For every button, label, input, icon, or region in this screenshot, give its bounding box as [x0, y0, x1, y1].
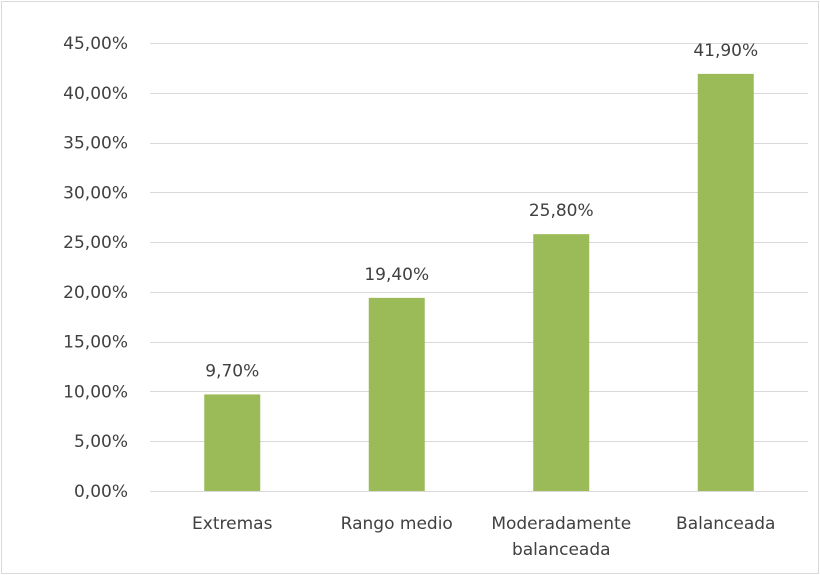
category-label: Extremas	[192, 514, 273, 534]
y-tick-label: 35,00%	[63, 134, 128, 154]
y-tick-label: 25,00%	[63, 233, 128, 253]
bar	[533, 234, 590, 491]
category-label-line: Extremas	[192, 514, 273, 534]
category-label-line: Rango medio	[341, 514, 453, 534]
data-label: 41,90%	[693, 41, 758, 61]
y-tick-label: 10,00%	[63, 382, 128, 402]
category-label-line: Balanceada	[676, 514, 775, 534]
category-label-line: balanceada	[512, 540, 611, 560]
x-axis-category-labels: Extremas Rango medio Moderadamente balancea…	[192, 514, 775, 560]
category-label-line: Moderadamente	[491, 514, 631, 534]
y-axis-tick-labels: 0,00% 5,00% 10,00% 15,00% 20,00% 25,00% 30,00%…	[63, 34, 128, 502]
y-tick-label: 15,00%	[63, 333, 128, 353]
category-label: Moderadamente balanceada	[491, 514, 631, 560]
bar	[697, 73, 754, 492]
data-labels: 9,70% 19,40% 25,80% 41,90%	[205, 41, 758, 382]
y-tick-label: 45,00%	[63, 34, 128, 54]
y-tick-label: 0,00%	[74, 482, 128, 502]
bar	[204, 394, 261, 491]
category-label: Rango medio	[341, 514, 453, 534]
data-label: 9,70%	[205, 361, 259, 381]
data-label: 19,40%	[364, 265, 429, 285]
y-tick-label: 20,00%	[63, 283, 128, 303]
y-tick-label: 40,00%	[63, 84, 128, 104]
bars	[204, 73, 754, 492]
bar	[368, 297, 425, 491]
y-tick-label: 5,00%	[74, 432, 128, 452]
data-label: 25,80%	[529, 201, 594, 221]
y-tick-label: 30,00%	[63, 183, 128, 203]
category-label: Balanceada	[676, 514, 775, 534]
